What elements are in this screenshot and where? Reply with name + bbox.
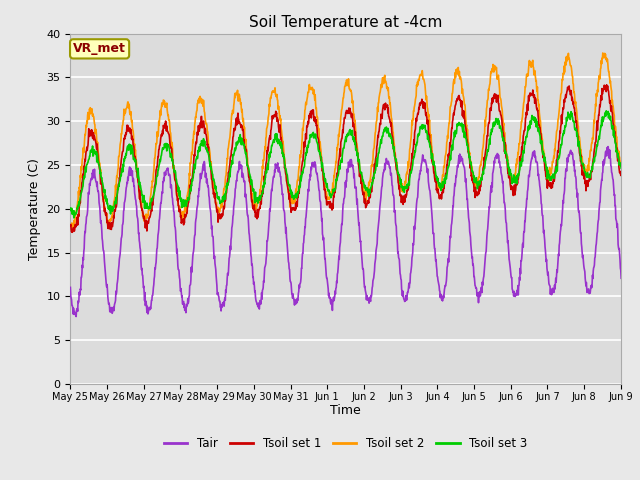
- Y-axis label: Temperature (C): Temperature (C): [28, 158, 41, 260]
- Text: VR_met: VR_met: [73, 42, 126, 55]
- Title: Soil Temperature at -4cm: Soil Temperature at -4cm: [249, 15, 442, 30]
- Legend: Tair, Tsoil set 1, Tsoil set 2, Tsoil set 3: Tair, Tsoil set 1, Tsoil set 2, Tsoil se…: [159, 433, 532, 455]
- X-axis label: Time: Time: [330, 405, 361, 418]
